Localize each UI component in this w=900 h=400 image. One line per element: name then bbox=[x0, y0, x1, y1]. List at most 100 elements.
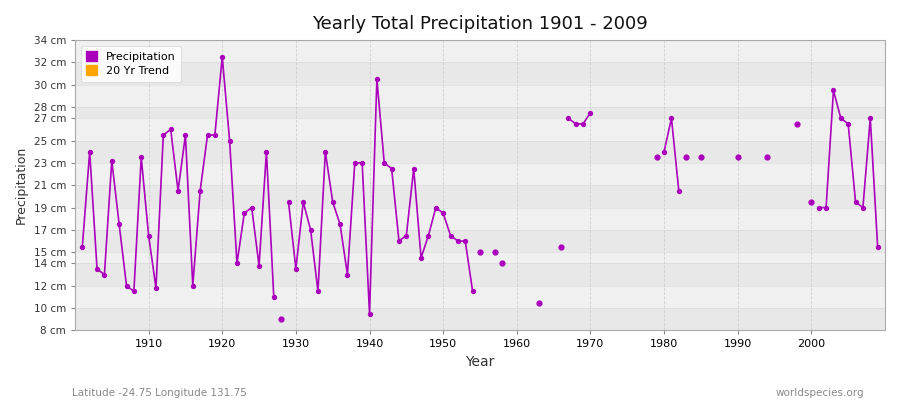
Point bbox=[326, 199, 340, 205]
Point bbox=[333, 221, 347, 228]
Point bbox=[193, 188, 207, 194]
X-axis label: Year: Year bbox=[465, 355, 495, 369]
Point bbox=[347, 160, 362, 166]
Text: Latitude -24.75 Longitude 131.75: Latitude -24.75 Longitude 131.75 bbox=[72, 388, 247, 398]
Point bbox=[141, 232, 156, 239]
Point bbox=[245, 204, 259, 211]
Bar bbox=[75, 264, 885, 286]
Point bbox=[532, 299, 546, 306]
Bar bbox=[75, 141, 885, 163]
Point bbox=[856, 204, 870, 211]
Point bbox=[561, 115, 575, 122]
Bar bbox=[75, 40, 885, 62]
Point bbox=[104, 158, 119, 164]
Point bbox=[377, 160, 392, 166]
Point bbox=[178, 132, 193, 138]
Point bbox=[760, 154, 774, 160]
Point bbox=[230, 260, 244, 267]
Point bbox=[164, 126, 178, 133]
Point bbox=[392, 238, 406, 244]
Point bbox=[90, 266, 104, 272]
Point bbox=[444, 232, 458, 239]
Point bbox=[303, 227, 318, 233]
Point bbox=[120, 282, 134, 289]
Point bbox=[185, 282, 200, 289]
Point bbox=[296, 199, 310, 205]
Point bbox=[266, 294, 281, 300]
Point bbox=[289, 266, 303, 272]
Point bbox=[583, 110, 598, 116]
Point bbox=[310, 288, 325, 294]
Point bbox=[112, 221, 126, 228]
Bar bbox=[75, 118, 885, 141]
Point bbox=[259, 148, 274, 155]
Point bbox=[805, 199, 819, 205]
Y-axis label: Precipitation: Precipitation bbox=[15, 146, 28, 224]
Bar bbox=[75, 308, 885, 330]
Point bbox=[833, 115, 848, 122]
Point bbox=[222, 138, 237, 144]
Point bbox=[399, 232, 413, 239]
Point bbox=[488, 249, 502, 256]
Point bbox=[127, 288, 141, 294]
Point bbox=[863, 115, 878, 122]
Bar bbox=[75, 208, 885, 230]
Point bbox=[215, 54, 230, 60]
Point bbox=[384, 165, 399, 172]
Point bbox=[458, 238, 473, 244]
Point bbox=[428, 204, 443, 211]
Point bbox=[201, 132, 215, 138]
Point bbox=[252, 262, 266, 269]
Point bbox=[451, 238, 465, 244]
Point bbox=[318, 148, 332, 155]
Bar bbox=[75, 286, 885, 308]
Point bbox=[363, 310, 377, 317]
Point bbox=[171, 188, 185, 194]
Point bbox=[694, 154, 708, 160]
Point bbox=[870, 244, 885, 250]
Point bbox=[340, 271, 355, 278]
Point bbox=[407, 165, 421, 172]
Point bbox=[134, 154, 148, 160]
Point bbox=[148, 285, 163, 291]
Point bbox=[465, 288, 480, 294]
Title: Yearly Total Precipitation 1901 - 2009: Yearly Total Precipitation 1901 - 2009 bbox=[312, 15, 648, 33]
Point bbox=[569, 121, 583, 127]
Bar bbox=[75, 85, 885, 107]
Point bbox=[237, 210, 251, 216]
Text: worldspecies.org: worldspecies.org bbox=[776, 388, 864, 398]
Point bbox=[274, 316, 288, 322]
Point bbox=[495, 260, 509, 267]
Point bbox=[576, 121, 590, 127]
Point bbox=[554, 244, 568, 250]
Point bbox=[75, 244, 89, 250]
Point bbox=[208, 132, 222, 138]
Bar bbox=[75, 230, 885, 252]
Point bbox=[789, 121, 804, 127]
Point bbox=[826, 87, 841, 94]
Point bbox=[657, 148, 671, 155]
Point bbox=[650, 154, 664, 160]
Point bbox=[664, 115, 679, 122]
Legend: Precipitation, 20 Yr Trend: Precipitation, 20 Yr Trend bbox=[80, 46, 182, 82]
Point bbox=[421, 232, 436, 239]
Point bbox=[436, 210, 450, 216]
Point bbox=[849, 199, 863, 205]
Point bbox=[156, 132, 170, 138]
Point bbox=[731, 154, 745, 160]
Point bbox=[97, 271, 112, 278]
Point bbox=[370, 76, 384, 82]
Point bbox=[355, 160, 369, 166]
Point bbox=[671, 188, 686, 194]
Point bbox=[472, 249, 487, 256]
Point bbox=[812, 204, 826, 211]
Point bbox=[282, 199, 296, 205]
Bar bbox=[75, 62, 885, 85]
Bar bbox=[75, 252, 885, 264]
Point bbox=[819, 204, 833, 211]
Bar bbox=[75, 185, 885, 208]
Point bbox=[679, 154, 693, 160]
Point bbox=[841, 121, 855, 127]
Point bbox=[414, 255, 428, 261]
Bar bbox=[75, 163, 885, 185]
